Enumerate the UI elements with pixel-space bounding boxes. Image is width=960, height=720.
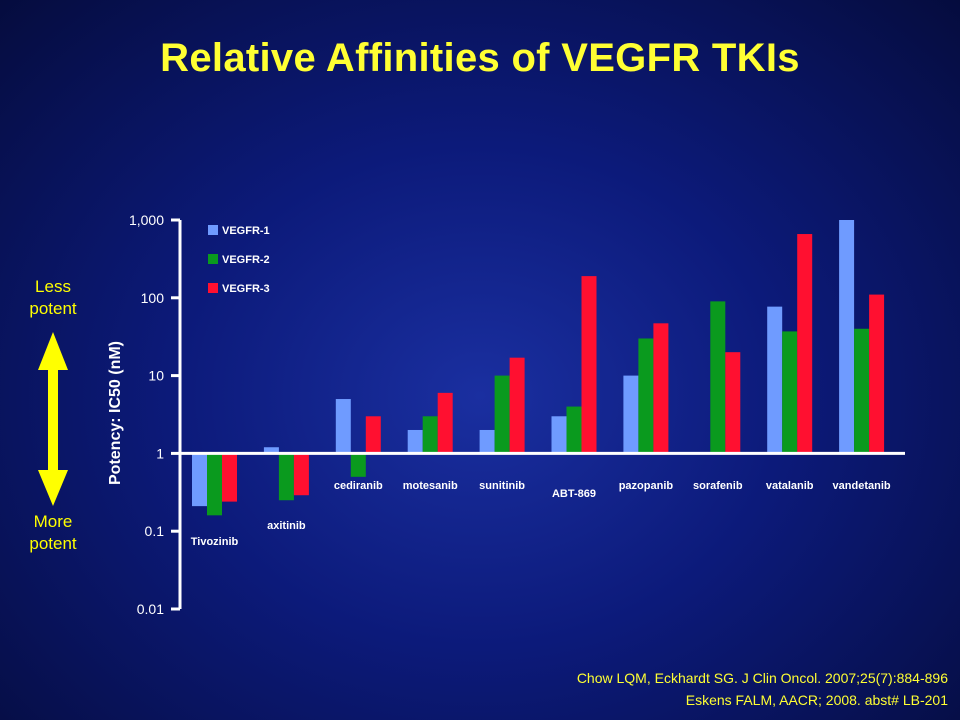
- bar-vegfr-1-abt-869: [551, 416, 567, 454]
- citation-2: Eskens FALM, AACR; 2008. abst# LB-201: [685, 692, 948, 708]
- bar-vegfr-3-axitinib: [293, 453, 309, 496]
- category-label: ABT-869: [552, 488, 596, 500]
- bar-vegfr-2-vandetanib: [854, 328, 870, 454]
- bar-vegfr-2-sunitinib: [494, 375, 510, 454]
- bar-vegfr-3-vandetanib: [869, 294, 885, 454]
- bar-vegfr-1-cediranib: [335, 399, 351, 454]
- arrow-shaft: [48, 368, 58, 472]
- category-label: axitinib: [267, 520, 306, 532]
- category-label: sorafenib: [693, 480, 743, 492]
- legend-label: VEGFR-3: [222, 283, 270, 295]
- slide-title: Relative Affinities of VEGFR TKIs: [160, 36, 800, 80]
- bar-vegfr-3-cediranib: [365, 416, 381, 454]
- bar-vegfr-1-axitinib: [263, 447, 279, 454]
- bar-vegfr-2-pazopanib: [638, 338, 654, 454]
- arrow-down-head: [38, 470, 68, 506]
- bar-vegfr-1-vatalanib: [767, 306, 783, 454]
- more-potent-line1: More: [33, 512, 73, 531]
- y-tick-label: 10: [148, 368, 164, 384]
- less-potent-label: Less potent: [8, 276, 98, 320]
- legend-label: VEGFR-2: [222, 254, 270, 266]
- bar-vegfr-1-vandetanib: [839, 220, 855, 454]
- bar-vegfr-1-pazopanib: [623, 375, 639, 454]
- less-potent-line1: Less: [35, 277, 71, 296]
- bar-vegfr-3-sorafenib: [725, 352, 741, 454]
- y-tick-label: 1,000: [129, 212, 164, 228]
- bar-vegfr-2-cediranib: [350, 453, 366, 477]
- category-label: sunitinib: [479, 480, 525, 492]
- legend-label: VEGFR-1: [222, 225, 270, 237]
- bar-vegfr-2-motesanib: [422, 416, 438, 454]
- category-label: vatalanib: [766, 480, 814, 492]
- y-tick-label: 1: [156, 445, 164, 461]
- bar-vegfr-3-sunitinib: [509, 357, 525, 454]
- legend-swatch: [208, 254, 218, 264]
- category-label: cediranib: [334, 480, 383, 492]
- bar-vegfr-3-motesanib: [437, 392, 453, 454]
- less-potent-line2: potent: [29, 299, 77, 318]
- legend-swatch: [208, 225, 218, 235]
- bar-vegfr-2-vatalanib: [782, 331, 798, 454]
- citation-1: Chow LQM, Eckhardt SG. J Clin Oncol. 200…: [576, 670, 948, 686]
- category-label: pazopanib: [619, 480, 674, 492]
- y-tick-label: 0.1: [145, 523, 165, 539]
- category-label: vandetanib: [833, 480, 891, 492]
- bar-vegfr-1-tivozinib: [192, 453, 207, 507]
- potency-arrow-icon: [38, 332, 68, 506]
- more-potent-line2: potent: [29, 534, 77, 553]
- bar-vegfr-2-sorafenib: [710, 301, 726, 454]
- category-label: motesanib: [403, 480, 458, 492]
- legend-swatch: [208, 283, 218, 293]
- bar-vegfr-3-pazopanib: [653, 323, 669, 454]
- bar-vegfr-1-sunitinib: [479, 429, 495, 454]
- bar-vegfr-2-tivozinib: [207, 453, 222, 516]
- bar-vegfr-2-abt-869: [566, 406, 582, 454]
- y-tick-label: 0.01: [137, 601, 164, 617]
- y-tick-label: 100: [141, 290, 165, 306]
- more-potent-label: More potent: [8, 511, 98, 555]
- bar-vegfr-3-abt-869: [581, 276, 597, 454]
- category-label: Tivozinib: [191, 536, 239, 548]
- bar-vegfr-3-vatalanib: [797, 234, 813, 454]
- bar-vegfr-1-motesanib: [407, 429, 423, 454]
- arrow-up-head: [38, 332, 68, 370]
- y-axis-label: Potency: IC50 (nM): [107, 341, 124, 485]
- bar-vegfr-2-axitinib: [278, 453, 294, 501]
- bar-vegfr-3-tivozinib: [222, 453, 237, 502]
